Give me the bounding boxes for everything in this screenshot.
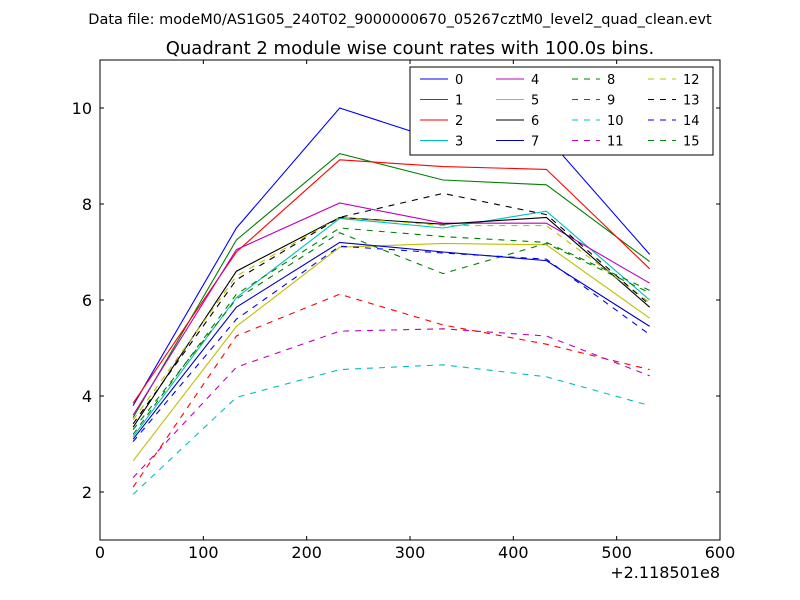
series-line-6 [132,216,651,428]
series-line-3 [132,210,651,438]
chart-title: Quadrant 2 module wise count rates with … [166,38,655,59]
y-tick-label: 6 [82,291,92,310]
x-tick-label: 500 [601,543,632,562]
legend-label-13: 13 [683,94,700,109]
legend-label-11: 11 [607,135,624,150]
series-line-5 [132,242,651,462]
legend-label-9: 9 [607,94,615,109]
series-line-4 [132,202,650,416]
legend-label-12: 12 [683,73,700,88]
y-tick-label: 2 [82,483,92,502]
series-line-0 [132,107,651,406]
series-line-8 [132,232,650,430]
legend-label-10: 10 [607,114,624,129]
legend-label-3: 3 [455,135,463,150]
data-file-label: Data file: modeM0/AS1G05_240T02_90000006… [88,12,712,28]
series-line-7 [132,241,650,440]
legend-label-14: 14 [683,114,700,129]
y-tick-label: 10 [72,99,92,118]
series-line-12 [132,216,651,421]
series-line-13 [132,192,651,425]
x-tick-label: 200 [291,543,322,562]
x-tick-label: 600 [705,543,736,562]
series-line-10 [132,364,650,495]
series-line-15 [132,227,650,435]
y-tick-label: 8 [82,195,92,214]
legend-label-1: 1 [455,94,463,109]
series-lines [132,107,651,495]
legend-label-15: 15 [683,135,700,150]
legend-label-5: 5 [531,94,539,109]
legend-label-0: 0 [455,73,463,88]
series-line-1 [132,152,651,418]
series-line-11 [132,328,650,478]
y-tick-label: 4 [82,387,92,406]
series-line-14 [132,245,651,442]
x-tick-label: 100 [188,543,219,562]
x-tick-label: 300 [395,543,426,562]
legend-label-2: 2 [455,114,463,129]
x-tick-label: 0 [95,543,105,562]
x-offset-label: +2.118501e8 [610,563,720,582]
x-tick-label: 400 [498,543,529,562]
legend-label-4: 4 [531,73,539,88]
legend-label-6: 6 [531,114,539,129]
series-line-9 [132,293,650,488]
legend-label-8: 8 [607,73,615,88]
legend-label-7: 7 [531,135,539,150]
